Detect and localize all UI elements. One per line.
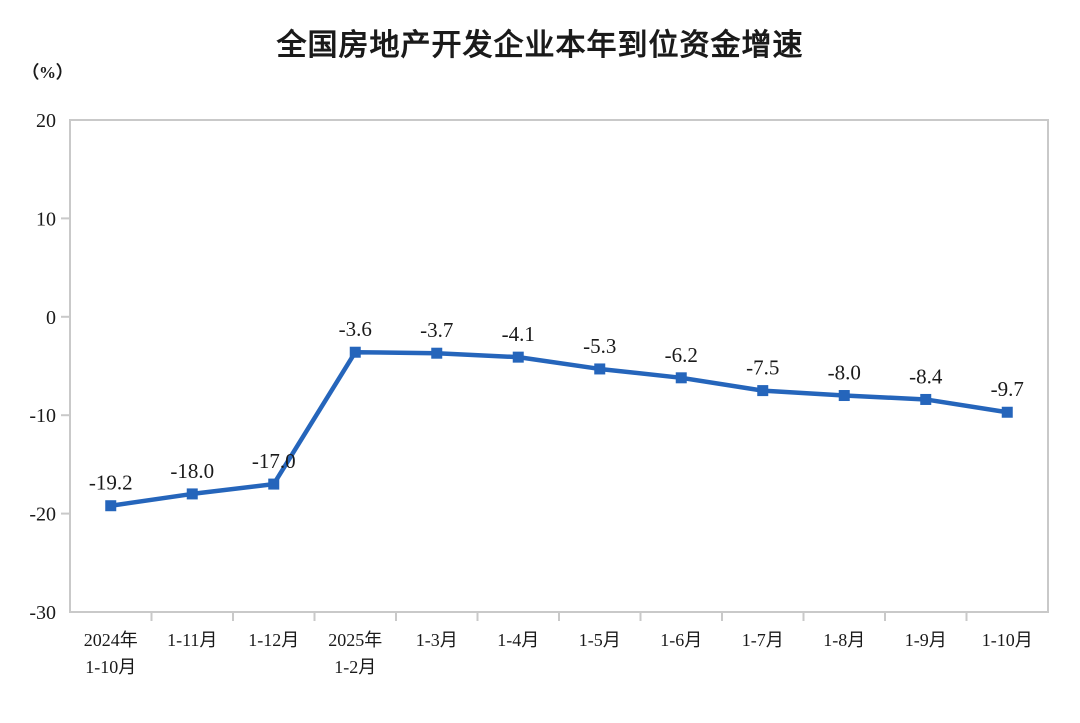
data-point-label: -4.1 bbox=[502, 322, 535, 346]
x-axis-tick-label: 1-12月 bbox=[248, 630, 299, 650]
x-axis-tick-label: 1-3月 bbox=[416, 630, 458, 650]
data-point-marker bbox=[920, 393, 932, 405]
data-point-label: -6.2 bbox=[665, 343, 698, 367]
data-point-marker bbox=[349, 346, 361, 358]
data-point-marker bbox=[431, 347, 443, 359]
x-axis-tick-label: 1-8月 bbox=[823, 630, 865, 650]
data-point-marker bbox=[105, 500, 117, 512]
x-axis-tick-label: 1-11月 bbox=[167, 630, 217, 650]
data-point-marker bbox=[594, 363, 606, 375]
x-axis-tick-label: 2024年 1-10月 bbox=[84, 630, 138, 677]
data-point-label: -9.7 bbox=[991, 377, 1024, 401]
y-axis-tick-label: -10 bbox=[29, 405, 56, 427]
data-point-marker bbox=[186, 488, 198, 500]
y-axis-tick-label: 10 bbox=[36, 208, 56, 230]
x-axis-tick-label: 1-4月 bbox=[497, 630, 539, 650]
data-point-marker bbox=[268, 478, 280, 490]
plot-frame bbox=[69, 119, 1049, 613]
x-axis-tick-label: 2025年 1-2月 bbox=[328, 630, 382, 677]
y-axis-tick-label: -30 bbox=[29, 602, 56, 624]
data-point-label: -19.2 bbox=[89, 471, 133, 495]
data-point-label: -3.7 bbox=[420, 318, 453, 342]
data-point-marker bbox=[1001, 406, 1013, 418]
x-axis-tick-label: 1-9月 bbox=[905, 630, 947, 650]
x-axis-tick-label: 1-7月 bbox=[742, 630, 784, 650]
data-point-marker bbox=[675, 372, 687, 384]
y-axis-tick-label: 0 bbox=[46, 307, 56, 329]
x-axis-tick-label: 1-6月 bbox=[660, 630, 702, 650]
x-axis-tick-label: 1-5月 bbox=[579, 630, 621, 650]
x-axis-tick-label: 1-10月 bbox=[982, 630, 1033, 650]
data-point-marker bbox=[512, 351, 524, 363]
y-axis-tick-label: -20 bbox=[29, 504, 56, 526]
data-point-label: -7.5 bbox=[746, 356, 779, 380]
chart-title: 全国房地产开发企业本年到位资金增速 bbox=[276, 29, 804, 62]
y-axis-tick-label: 20 bbox=[36, 110, 56, 132]
data-point-label: -18.0 bbox=[170, 459, 214, 483]
data-point-label: -3.6 bbox=[339, 317, 372, 341]
y-axis-unit-label: （%） bbox=[22, 63, 73, 82]
series-line bbox=[108, 349, 1010, 508]
data-point-marker bbox=[838, 390, 850, 402]
data-point-marker bbox=[757, 385, 769, 397]
data-point-label: -8.4 bbox=[909, 364, 943, 388]
data-point-label: -8.0 bbox=[828, 361, 861, 385]
data-point-label: -17.0 bbox=[252, 449, 296, 473]
data-point-label: -5.3 bbox=[583, 334, 616, 358]
